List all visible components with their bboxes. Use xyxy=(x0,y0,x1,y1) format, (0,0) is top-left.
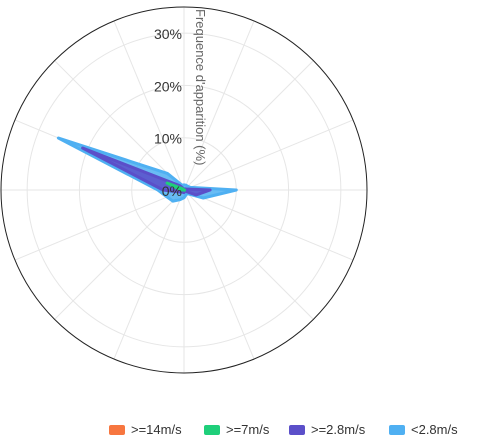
grid-spoke-SE xyxy=(183,189,314,320)
radial-axis-title: Frequence d'apparition (%) xyxy=(193,9,208,165)
grid-spoke-ESE xyxy=(183,189,354,261)
data-point--2.8m-s-E xyxy=(236,189,237,190)
legend-label--2.8m-s[interactable]: >=2.8m/s xyxy=(311,422,366,437)
data-point--2.8m-s-NNE xyxy=(185,185,186,186)
tick-label-1: 10% xyxy=(154,131,182,147)
tick-label-3: 30% xyxy=(154,26,182,42)
grid-spoke-SW xyxy=(54,189,185,320)
data-point--2.8m-s-ENE xyxy=(186,188,187,189)
series-area-layer xyxy=(56,136,238,203)
grid-spoke-WSW xyxy=(14,189,185,261)
data-point--2.8m-s-SSE xyxy=(185,194,186,195)
legend: >=14m/s >=7m/s >=2.8m/s <2.8m/s xyxy=(109,422,458,437)
data-point--7m-s-NW xyxy=(182,188,183,189)
grid-spoke-NW xyxy=(54,60,185,191)
grid-spoke-SSE xyxy=(183,189,255,360)
data-point--7m-s-NNW xyxy=(183,189,184,190)
legend-label--14m-s[interactable]: >=14m/s xyxy=(131,422,182,437)
tick-label-2: 20% xyxy=(154,78,182,94)
grid-spoke-NNW xyxy=(113,20,185,191)
radial-tick-labels: 0% 10% 20% 30% xyxy=(154,26,182,199)
data-point--2.8m-s-SW xyxy=(172,201,173,202)
data-point--2.8m-s-WNW xyxy=(58,137,59,138)
data-point--2.8m-s-S xyxy=(183,192,184,193)
data-point--2.8m-s-N xyxy=(183,184,184,185)
tick-label-0: 0% xyxy=(162,183,182,199)
data-point--2.8m-s-SSW xyxy=(179,199,180,200)
legend-swatch--2.8m-s[interactable] xyxy=(289,425,305,435)
data-point--2.8m-s-NE xyxy=(187,186,188,187)
data-point--2.8m-s-ESE xyxy=(203,197,204,198)
legend-swatch--14m-s[interactable] xyxy=(109,425,125,435)
data-point--2.8m-s-NW xyxy=(167,173,168,174)
data-point--2.8m-s-W xyxy=(157,189,158,190)
data-point--2.8m-s-S xyxy=(183,197,184,198)
legend-swatch--2.8m-s[interactable] xyxy=(389,425,405,435)
legend-swatch--7m-s[interactable] xyxy=(204,425,220,435)
series-area--7m-s xyxy=(165,181,186,192)
data-point--2.8m-s-WNW xyxy=(82,147,83,148)
data-point--2.8m-s-E xyxy=(210,189,211,190)
grid-spoke-ENE xyxy=(183,119,354,191)
grid-spoke-NE xyxy=(183,60,314,191)
grid-spoke-SSW xyxy=(113,189,185,360)
legend-label--2.8m-s[interactable]: <2.8m/s xyxy=(411,422,458,437)
legend-label--7m-s[interactable]: >=7m/s xyxy=(226,422,270,437)
data-point--2.8m-s-ESE xyxy=(196,194,197,195)
grid-spoke-NNE xyxy=(183,20,255,191)
series-area--2.8m-s xyxy=(56,136,238,203)
series-area--2.8m-s xyxy=(81,146,212,197)
outer-ring xyxy=(0,6,368,374)
